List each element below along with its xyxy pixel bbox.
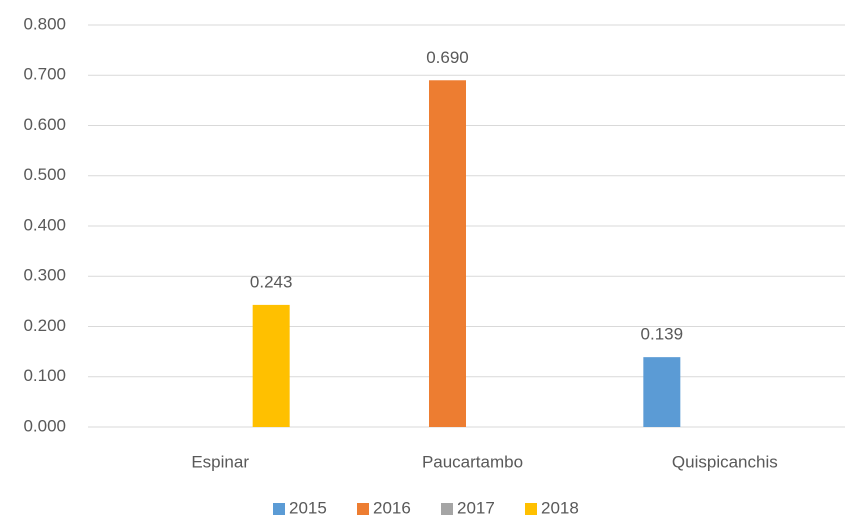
y-tick-label: 0.200 <box>23 316 66 335</box>
legend-swatch <box>357 503 369 515</box>
bar <box>252 304 290 427</box>
y-tick-label: 0.800 <box>23 14 66 33</box>
x-tick-label: Paucartambo <box>422 452 523 471</box>
y-tick-label: 0.300 <box>23 266 66 285</box>
y-tick-label: 0.400 <box>23 215 66 234</box>
legend-swatch <box>273 503 285 515</box>
x-tick-label: Quispicanchis <box>672 452 778 471</box>
y-tick-label: 0.000 <box>23 416 66 435</box>
data-label: 0.690 <box>426 48 469 67</box>
legend-swatch <box>441 503 453 515</box>
y-tick-label: 0.100 <box>23 366 66 385</box>
legend-label: 2015 <box>289 498 327 517</box>
legend-swatch <box>525 503 537 515</box>
x-tick-label: Espinar <box>191 452 249 471</box>
data-label: 0.139 <box>641 325 684 344</box>
bar <box>643 357 681 427</box>
data-label: 0.243 <box>250 272 293 291</box>
y-tick-label: 0.700 <box>23 65 66 84</box>
y-tick-label: 0.500 <box>23 165 66 184</box>
legend-label: 2018 <box>541 498 579 517</box>
y-tick-label: 0.600 <box>23 115 66 134</box>
bar <box>429 80 466 428</box>
legend-label: 2017 <box>457 498 495 517</box>
legend-label: 2016 <box>373 498 411 517</box>
